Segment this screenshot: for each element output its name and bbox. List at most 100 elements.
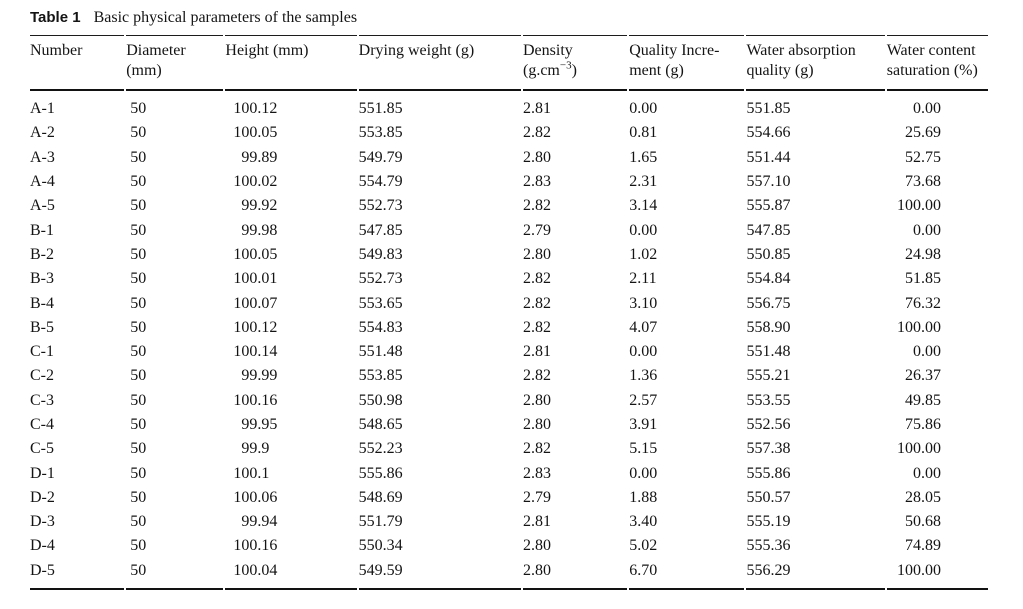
table-row: A-3 50 99.89 549.79 2.80 1.65 551.44 52.75 bbox=[30, 146, 988, 170]
density-cell: 2.82 bbox=[523, 270, 551, 288]
table-row: D-2 50 100.06 548.69 2.79 1.88 550.57 28.05 bbox=[30, 486, 988, 510]
quality-increment-cell: 3.14 bbox=[629, 197, 658, 215]
number-cell: D-5 bbox=[30, 559, 125, 590]
table-row: C-5 50 99.9 552.23 2.82 5.15 557.38 100.00 bbox=[30, 437, 988, 461]
height-cell: 100.1 bbox=[233, 464, 270, 482]
water-absorption-cell: 550.57 bbox=[746, 488, 791, 506]
height-cell: 99.98 bbox=[241, 221, 278, 239]
diameter-cell: 50 bbox=[130, 173, 147, 191]
col-header-density-unit-sup: −3 bbox=[559, 59, 572, 72]
quality-increment-cell: 3.10 bbox=[629, 294, 658, 312]
col-header-diameter-line2: (mm) bbox=[126, 62, 162, 79]
water-absorption-cell: 555.19 bbox=[746, 513, 791, 531]
density-cell: 2.82 bbox=[523, 197, 551, 215]
drying-weight-cell: 549.79 bbox=[358, 148, 403, 166]
height-cell: 100.12 bbox=[233, 318, 278, 336]
table-row: D-3 50 99.94 551.79 2.81 3.40 555.19 50.68 bbox=[30, 510, 988, 534]
water-absorption-cell: 552.56 bbox=[746, 416, 791, 433]
density-cell: 2.82 bbox=[523, 318, 551, 336]
number-cell: A-3 bbox=[30, 148, 55, 166]
water-content-cell: 0.00 bbox=[913, 221, 941, 239]
table-row: A-5 50 99.92 552.73 2.82 3.14 555.87 100.00 bbox=[30, 194, 988, 218]
quality-increment-cell: 1.88 bbox=[629, 488, 658, 506]
col-header-quality-increment-line1: Quality Incre- bbox=[629, 42, 720, 59]
drying-weight-cell: 553.85 bbox=[358, 124, 403, 142]
number-cell: B-4 bbox=[30, 294, 54, 312]
density-cell: 2.80 bbox=[523, 148, 551, 166]
quality-increment-cell: 3.91 bbox=[629, 416, 658, 433]
diameter-cell: 50 bbox=[130, 537, 147, 555]
drying-weight-cell: 552.73 bbox=[358, 197, 403, 215]
col-header-water-content: Water content saturation (%) bbox=[886, 35, 988, 91]
water-absorption-cell: 556.75 bbox=[746, 294, 791, 312]
table-row: B-1 50 99.98 547.85 2.79 0.00 547.85 0.00 bbox=[30, 218, 988, 242]
water-absorption-cell: 547.85 bbox=[746, 221, 791, 239]
drying-weight-cell: 555.86 bbox=[358, 464, 403, 482]
table-header: Number Diameter (mm) Height (mm) Drying … bbox=[30, 35, 988, 91]
quality-increment-cell: 3.40 bbox=[629, 513, 658, 531]
number-cell: B-1 bbox=[30, 221, 54, 239]
col-header-number-label: Number bbox=[30, 42, 83, 59]
diameter-cell: 50 bbox=[126, 559, 224, 590]
water-content-cell: 100.00 bbox=[897, 197, 941, 215]
water-content-cell: 73.68 bbox=[905, 173, 941, 191]
number-cell: C-3 bbox=[30, 391, 54, 409]
drying-weight-cell: 550.98 bbox=[358, 391, 403, 409]
water-absorption-cell: 557.10 bbox=[746, 173, 791, 191]
table-row: C-1 50 100.14 551.48 2.81 0.00 551.48 0.00 bbox=[30, 340, 988, 364]
number-cell: C-1 bbox=[30, 343, 54, 361]
table-row: A-2 50 100.05 553.85 2.82 0.81 554.66 25.69 bbox=[30, 121, 988, 145]
diameter-cell: 50 bbox=[130, 245, 147, 263]
diameter-cell: 50 bbox=[130, 488, 147, 506]
water-content-cell: 100.00 bbox=[897, 318, 941, 336]
number-cell: A-2 bbox=[30, 124, 55, 142]
diameter-cell: 50 bbox=[130, 221, 147, 239]
quality-increment-cell: 1.36 bbox=[629, 367, 658, 385]
drying-weight-cell: 554.83 bbox=[358, 318, 403, 336]
table-row: B-4 50 100.07 553.65 2.82 3.10 556.75 76.32 bbox=[30, 291, 988, 315]
drying-weight-cell: 554.79 bbox=[358, 173, 403, 191]
height-cell: 100.05 bbox=[233, 245, 278, 263]
height-cell: 99.89 bbox=[241, 148, 278, 166]
diameter-cell: 50 bbox=[130, 343, 147, 361]
water-content-cell: 0.00 bbox=[913, 464, 941, 482]
col-header-water-absorption: Water absorption quality (g) bbox=[746, 35, 885, 91]
water-content-cell: 52.75 bbox=[905, 148, 941, 166]
water-absorption-cell: 551.85 bbox=[746, 100, 791, 118]
quality-increment-cell: 0.00 bbox=[629, 221, 658, 239]
diameter-cell: 50 bbox=[130, 294, 147, 312]
diameter-cell: 50 bbox=[130, 148, 147, 166]
quality-increment-cell: 0.00 bbox=[629, 464, 658, 482]
diameter-cell: 50 bbox=[130, 513, 147, 531]
density-cell: 2.80 bbox=[523, 537, 551, 555]
col-header-water-content-line1: Water content bbox=[886, 42, 976, 59]
data-table: Number Diameter (mm) Height (mm) Drying … bbox=[28, 35, 990, 590]
density-cell: 2.81 bbox=[523, 513, 551, 531]
density-cell: 2.79 bbox=[523, 221, 551, 239]
height-cell: 100.06 bbox=[233, 488, 278, 506]
table-row: C-4 50 99.95 548.65 2.80 3.91 552.56 75.86 bbox=[30, 413, 988, 437]
number-cell: B-3 bbox=[30, 270, 54, 288]
number-cell: C-5 bbox=[30, 440, 54, 458]
density-cell: 2.82 bbox=[523, 440, 551, 458]
col-header-density-unit-pre: (g.cm bbox=[523, 62, 560, 79]
water-absorption-cell: 555.86 bbox=[746, 464, 791, 482]
water-absorption-cell: 555.36 bbox=[746, 537, 791, 555]
table-body: A-1 50 100.12 551.85 2.81 0.00 551.85 0.00 A-2 50… bbox=[30, 91, 988, 590]
diameter-cell: 50 bbox=[130, 391, 147, 409]
quality-increment-cell: 2.31 bbox=[629, 173, 658, 191]
col-header-water-content-line2: saturation (%) bbox=[886, 62, 978, 79]
water-absorption-cell: 557.38 bbox=[746, 440, 791, 458]
water-content-cell: 0.00 bbox=[913, 343, 941, 361]
water-content-cell: 74.89 bbox=[905, 537, 941, 555]
diameter-cell: 50 bbox=[130, 270, 147, 288]
height-cell: 100.14 bbox=[233, 343, 278, 361]
table-row: A-1 50 100.12 551.85 2.81 0.00 551.85 0.00 bbox=[30, 91, 988, 121]
quality-increment-cell: 2.57 bbox=[629, 391, 658, 409]
col-header-quality-increment: Quality Incre- ment (g) bbox=[629, 35, 745, 91]
number-cell: B-5 bbox=[30, 318, 54, 336]
water-content-cell: 28.05 bbox=[905, 488, 941, 506]
height-cell: 100.02 bbox=[233, 173, 278, 191]
quality-increment-cell: 0.00 bbox=[629, 100, 658, 118]
